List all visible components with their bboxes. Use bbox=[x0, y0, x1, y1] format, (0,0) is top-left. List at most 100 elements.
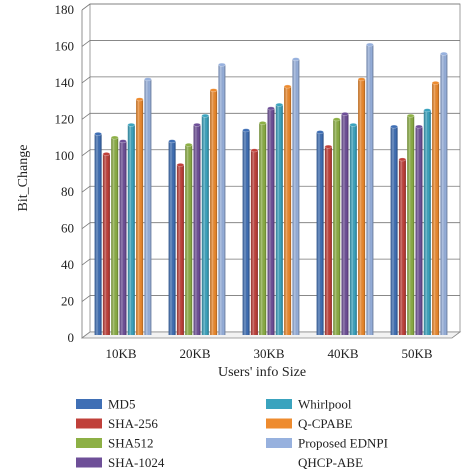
bar-shading bbox=[267, 108, 275, 336]
bar-shading bbox=[94, 133, 102, 335]
bar-top bbox=[275, 102, 284, 107]
bar-top bbox=[184, 142, 193, 147]
legend-label: QHCP-ABE bbox=[298, 455, 363, 470]
bar-top bbox=[94, 132, 102, 136]
bar-shading bbox=[333, 119, 341, 335]
legend-item: MD5 bbox=[76, 397, 135, 412]
bar-top bbox=[119, 139, 127, 144]
legend-label: SHA-256 bbox=[108, 416, 158, 431]
bar-shading bbox=[111, 137, 119, 335]
y-tick-label: 40 bbox=[61, 257, 74, 272]
legend-item: Whirlpool bbox=[266, 397, 352, 412]
bar-top bbox=[135, 97, 144, 102]
bar-top bbox=[292, 57, 300, 62]
bar-shading bbox=[168, 141, 176, 335]
legend-label: SHA512 bbox=[108, 436, 154, 451]
bar bbox=[366, 42, 374, 335]
bar-top bbox=[176, 162, 185, 167]
bar-top bbox=[415, 124, 423, 129]
bar-top bbox=[283, 84, 292, 89]
bar bbox=[119, 139, 127, 335]
gridline-side bbox=[81, 76, 91, 84]
bar bbox=[127, 122, 136, 335]
bar bbox=[316, 130, 324, 335]
bar-top bbox=[144, 77, 152, 82]
bar-shading bbox=[218, 64, 226, 336]
gridline-side bbox=[81, 113, 91, 120]
x-tick-label: 30KB bbox=[253, 346, 284, 361]
bar-shading bbox=[136, 99, 144, 336]
bar bbox=[423, 108, 432, 335]
x-tick-label: 50KB bbox=[401, 346, 432, 361]
bar-shading bbox=[250, 150, 258, 335]
gridline-side bbox=[81, 222, 91, 229]
bar bbox=[398, 157, 407, 335]
bar bbox=[357, 77, 366, 335]
legend-label: Whirlpool bbox=[298, 397, 352, 412]
bar-top bbox=[267, 106, 275, 111]
legend-swatch bbox=[76, 418, 102, 429]
bar-shading bbox=[432, 82, 440, 335]
bar bbox=[135, 97, 144, 336]
bar bbox=[440, 51, 448, 335]
bar-shading bbox=[398, 159, 406, 335]
bar-shading bbox=[201, 115, 209, 335]
bar-top bbox=[218, 62, 226, 67]
bar-top bbox=[440, 51, 448, 56]
bar-top bbox=[110, 135, 119, 140]
bar-shading bbox=[366, 44, 374, 335]
bar bbox=[258, 121, 267, 335]
bar-top bbox=[258, 121, 267, 125]
bar-shading bbox=[390, 126, 398, 335]
x-tick-label: 40KB bbox=[327, 346, 358, 361]
legend-item: QHCP-ABE bbox=[298, 455, 363, 470]
bar bbox=[218, 62, 226, 336]
bar-top bbox=[406, 113, 415, 118]
bar-top bbox=[398, 157, 407, 162]
bar-shading bbox=[316, 132, 324, 335]
gridline-side bbox=[81, 40, 91, 47]
legend-swatch bbox=[76, 457, 102, 468]
bar bbox=[292, 57, 300, 335]
legend-item: Q-CPABE bbox=[266, 416, 352, 431]
y-axis-title: Bit_Change bbox=[16, 145, 31, 212]
bar bbox=[242, 128, 250, 335]
bar bbox=[349, 122, 358, 335]
legend-swatch bbox=[76, 438, 102, 448]
bar-shading bbox=[210, 90, 218, 335]
bar-top bbox=[341, 111, 349, 116]
bar bbox=[341, 111, 349, 335]
bar-top bbox=[102, 152, 111, 156]
bar bbox=[94, 132, 102, 335]
bar-shading bbox=[358, 79, 366, 335]
bar bbox=[144, 77, 152, 335]
bar-shading bbox=[292, 59, 300, 335]
y-tick-label: 140 bbox=[55, 75, 75, 90]
y-tick-label: 60 bbox=[61, 221, 74, 236]
y-tick-label: 160 bbox=[55, 38, 75, 53]
bar-top bbox=[127, 122, 136, 127]
bar bbox=[201, 113, 210, 335]
bar-shading bbox=[259, 122, 267, 335]
bar-shading bbox=[341, 113, 349, 335]
bar-top bbox=[209, 88, 218, 93]
y-tick-label: 120 bbox=[55, 111, 75, 126]
bar-shading bbox=[349, 124, 357, 335]
legend-label: Q-CPABE bbox=[298, 416, 352, 431]
bar-shading bbox=[144, 79, 152, 335]
bar-shading bbox=[127, 124, 135, 335]
bar bbox=[275, 102, 284, 335]
bar bbox=[431, 80, 440, 335]
legend-label: MD5 bbox=[108, 397, 135, 412]
legend-swatch bbox=[76, 399, 102, 409]
x-axis-title: Users' info Size bbox=[218, 365, 306, 380]
bar-shading bbox=[193, 124, 201, 335]
bar-top bbox=[357, 77, 366, 82]
bar-shading bbox=[119, 141, 127, 335]
legend-item: Proposed EDNPI bbox=[266, 436, 388, 451]
bar-shading bbox=[324, 146, 332, 335]
bar-shading bbox=[242, 130, 250, 335]
gridline-side bbox=[81, 185, 91, 193]
bar bbox=[332, 117, 341, 335]
